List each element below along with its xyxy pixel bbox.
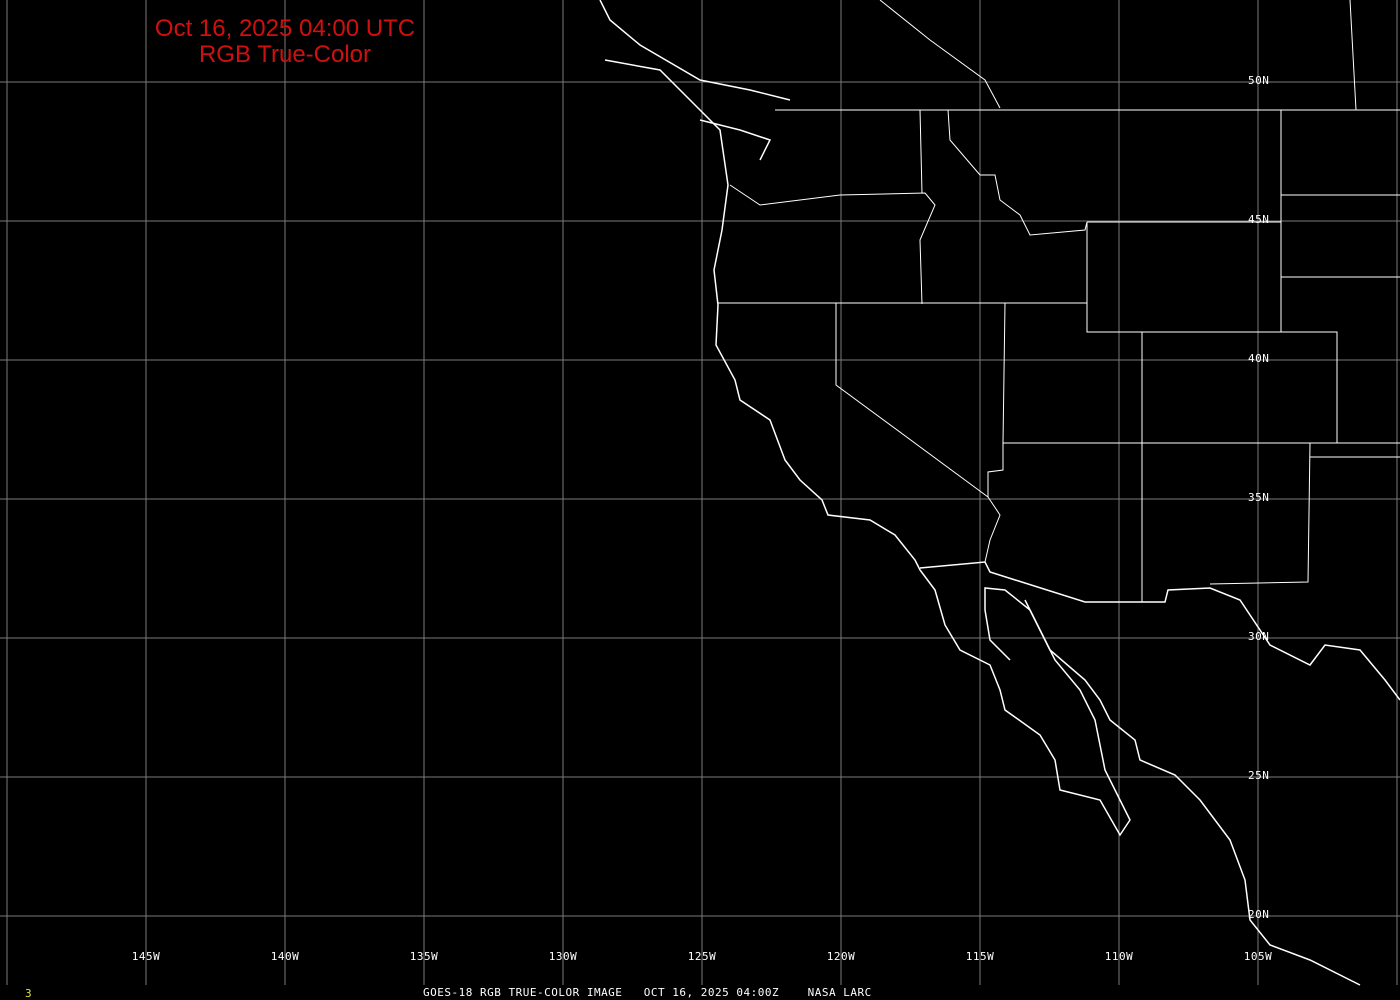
longitude-label: 120W [826, 950, 856, 963]
longitude-label: 130W [548, 950, 578, 963]
image-caption: GOES-18 RGB TRUE-COLOR IMAGE OCT 16, 202… [423, 986, 872, 999]
state-borders [718, 0, 1400, 602]
latitude-label: 45N [1248, 213, 1270, 226]
latitude-label: 25N [1248, 769, 1270, 782]
latitude-label: 30N [1248, 630, 1270, 643]
longitude-label: 140W [270, 950, 300, 963]
longitude-label: 125W [687, 950, 717, 963]
longitude-label: 115W [965, 950, 995, 963]
longitude-label: 145W [131, 950, 161, 963]
latitude-label: 20N [1248, 908, 1270, 921]
longitude-label: 135W [409, 950, 439, 963]
longitude-label: 110W [1104, 950, 1134, 963]
latitude-label: 40N [1248, 352, 1270, 365]
datetime-title: Oct 16, 2025 04:00 UTC [154, 15, 416, 42]
latitude-label: 35N [1248, 491, 1270, 504]
longitude-label: 105W [1243, 950, 1273, 963]
latitude-label: 50N [1248, 74, 1270, 87]
coastlines [599, 0, 1400, 986]
product-title: RGB True-Color [198, 41, 372, 68]
frame-number: 3 [25, 987, 33, 1000]
